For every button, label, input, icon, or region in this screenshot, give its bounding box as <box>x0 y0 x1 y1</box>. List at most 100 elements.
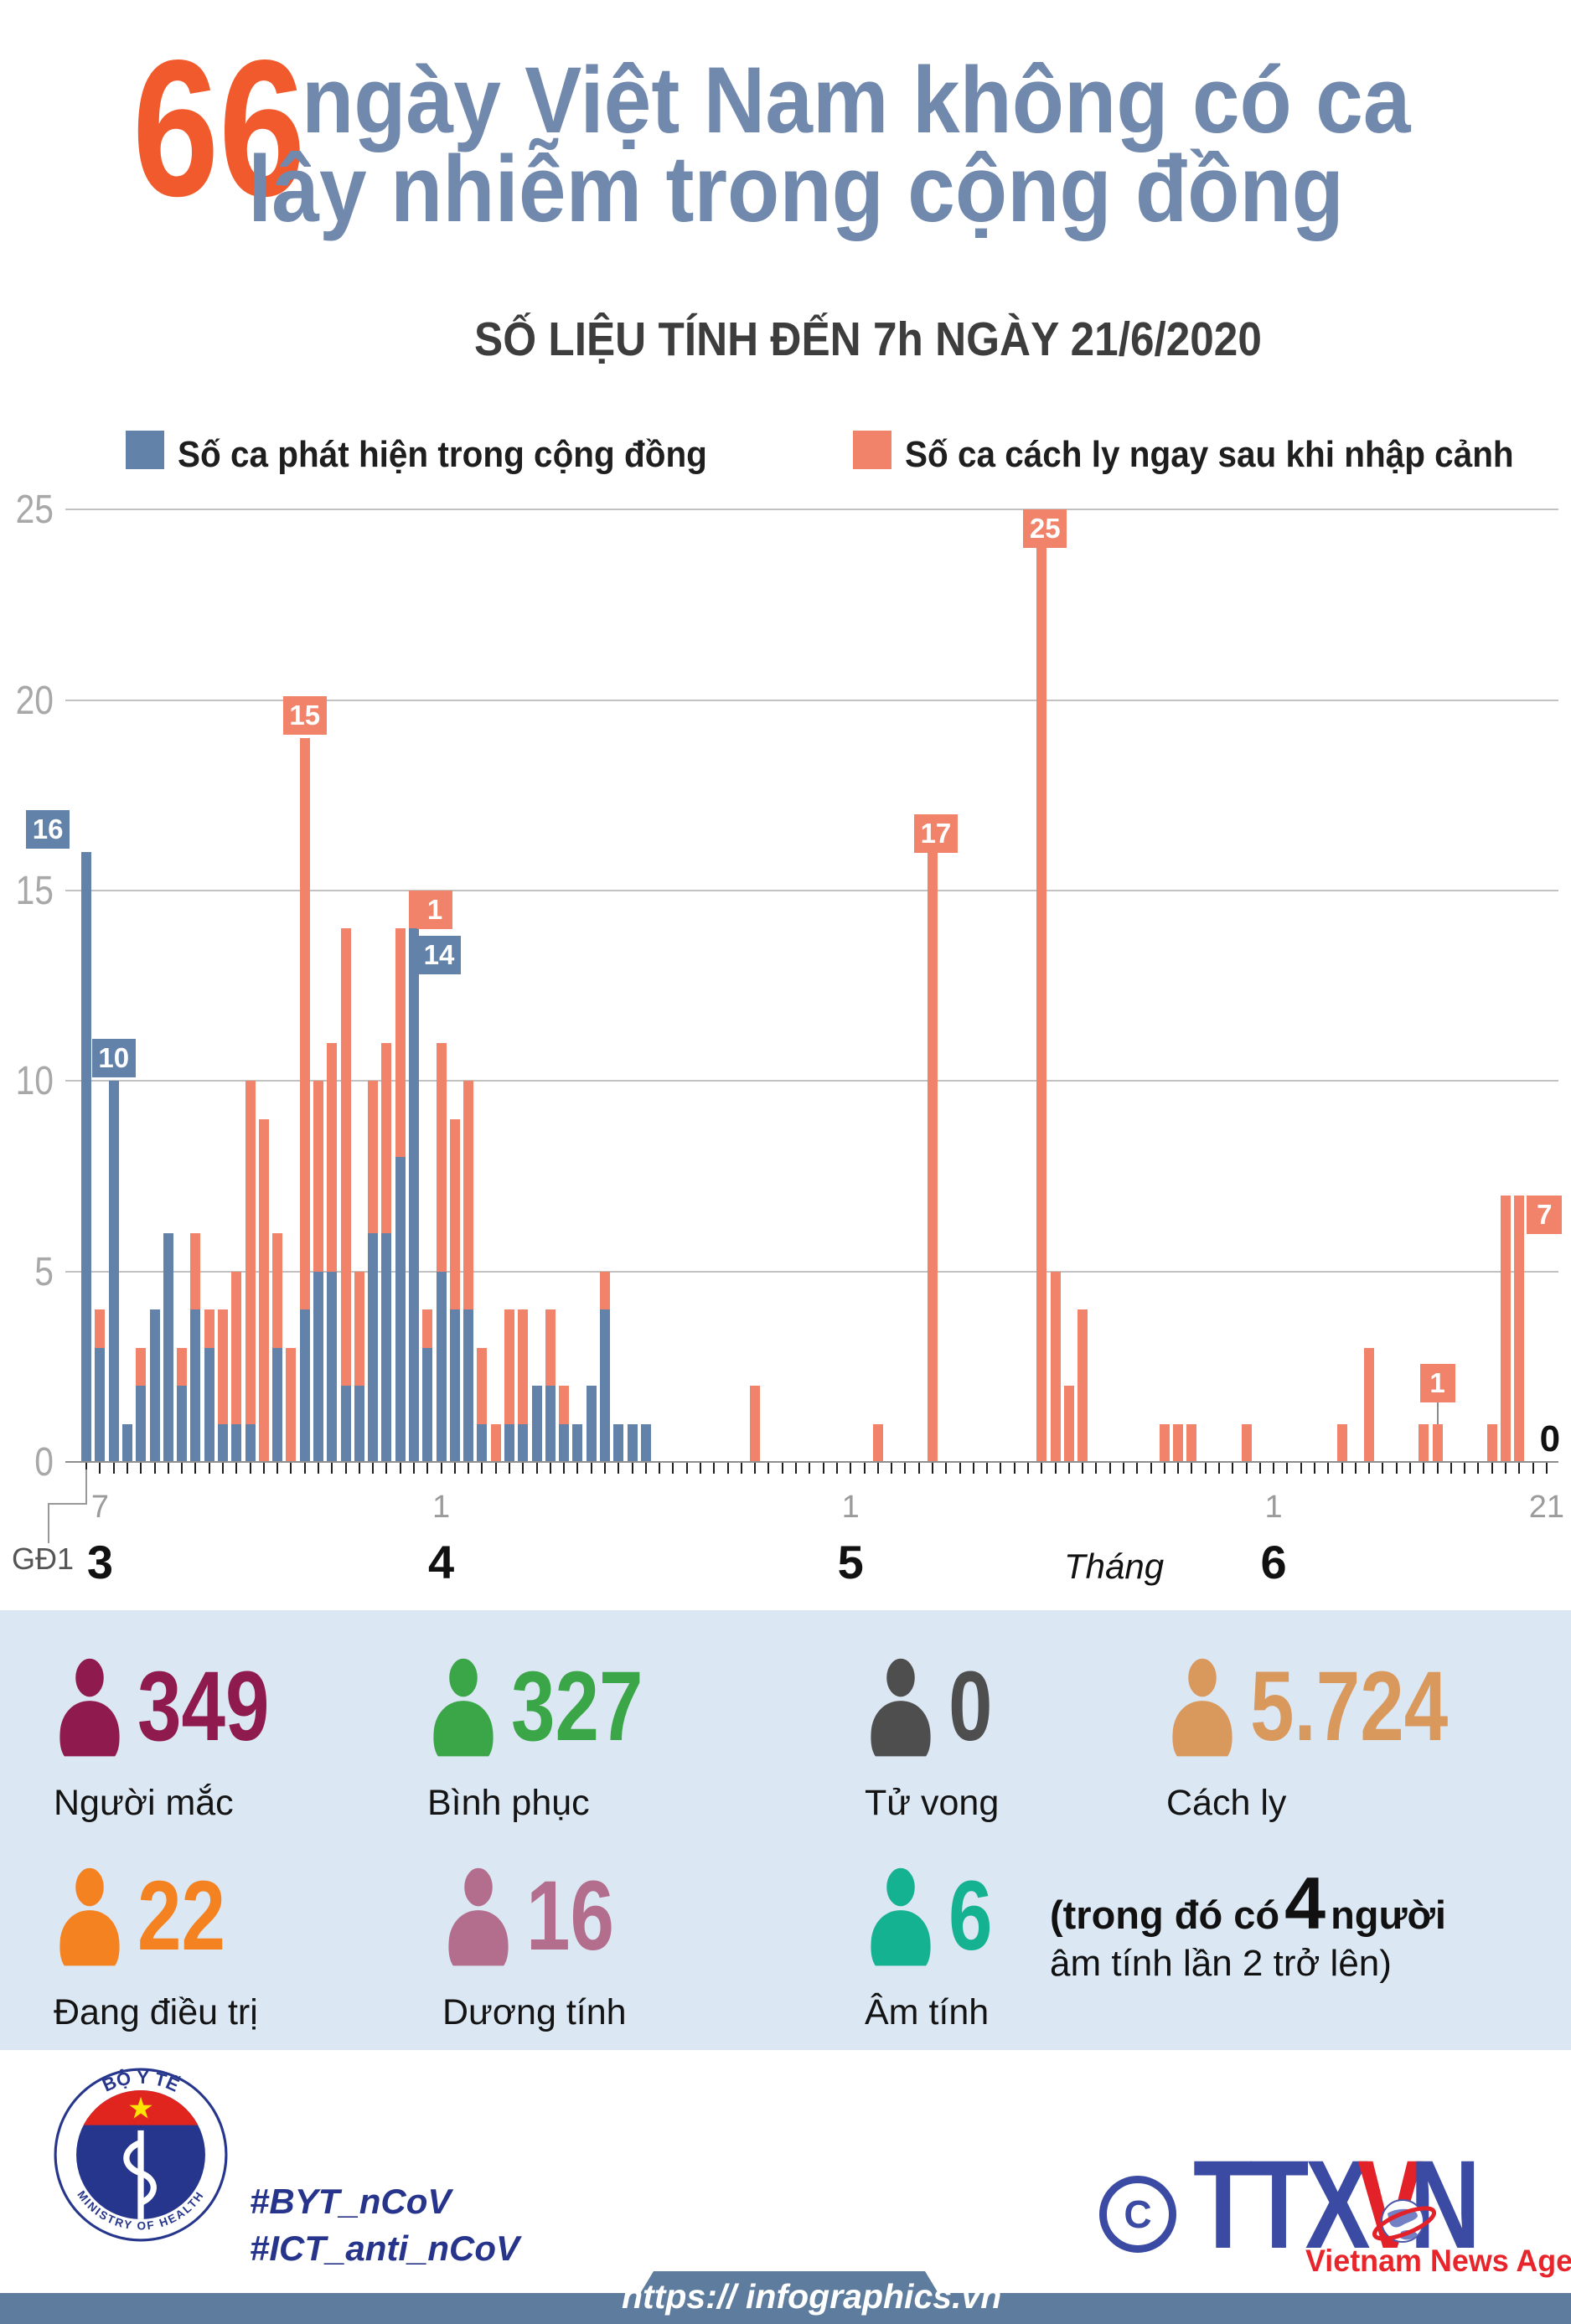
axis-tick <box>904 1463 907 1474</box>
axis-tick <box>767 1463 770 1474</box>
stat-value: 16 <box>526 1860 615 1971</box>
bar-value-label: 15 <box>282 696 327 736</box>
axis-tick <box>1095 1463 1098 1474</box>
bar-community-30/3 <box>409 928 420 1462</box>
bar-community-3/4 <box>463 1309 474 1462</box>
bar-value-label: 1 <box>1419 1363 1455 1402</box>
bar-value-label: 16 <box>26 810 70 850</box>
gridline-25 <box>65 509 1558 511</box>
label-connector <box>1436 1402 1439 1424</box>
bar-community-15/4 <box>627 1423 638 1462</box>
bar-community-14/4 <box>613 1423 624 1462</box>
axis-tick <box>1286 1463 1289 1474</box>
axis-tick <box>453 1463 456 1474</box>
bar-community-9/3 <box>122 1423 132 1462</box>
bar-imported-12/6 <box>1419 1423 1429 1462</box>
axis-tick <box>358 1463 360 1474</box>
bar-community-31/3 <box>422 1347 433 1462</box>
stat-label: Âm tính <box>865 1992 990 2032</box>
axis-tick <box>468 1463 470 1474</box>
axis-tick <box>331 1463 333 1474</box>
axis-tick <box>194 1463 197 1474</box>
negative-note: (trong đó có 4 người âm tính lần 2 trở l… <box>1050 1866 1446 1985</box>
axis-tick <box>917 1463 920 1474</box>
axis-tick <box>1300 1463 1302 1474</box>
stat-value: 5.724 <box>1250 1650 1449 1762</box>
bar-community-24/3 <box>327 1271 338 1462</box>
bar-imported-24/3 <box>327 1042 338 1272</box>
axis-tick <box>208 1463 210 1474</box>
bar-community-13/4 <box>600 1309 611 1462</box>
bar-imported-10/4 <box>559 1386 570 1424</box>
subtitle: SỐ LIỆU TÍNH ĐẾN 7h NGÀY 21/6/2020 <box>474 312 1262 366</box>
axis-tick <box>672 1463 674 1474</box>
axis-tick <box>522 1463 525 1474</box>
axis-tick <box>344 1463 347 1474</box>
bar-imported-13/6 <box>1432 1423 1443 1462</box>
axis-tick <box>1327 1463 1330 1474</box>
bar-imported-6/4 <box>504 1309 515 1424</box>
bar-value-label: 7 <box>1527 1195 1563 1234</box>
phase1-label: GĐ1 <box>12 1542 75 1576</box>
axis-tick <box>112 1463 115 1474</box>
page-title-line2: lây nhiễm trong cộng đồng <box>248 137 1344 241</box>
bar-value-label: 17 <box>913 814 958 853</box>
stat-label: Dương tính <box>442 1992 627 2032</box>
axis-tick <box>1395 1463 1398 1474</box>
hashtag-ict: #ICT_anti_nCoV <box>250 2228 520 2268</box>
bar-imported-14/3 <box>190 1233 201 1310</box>
bar-community-1/4 <box>436 1271 447 1462</box>
axis-tick <box>945 1463 948 1474</box>
axis-tick <box>1054 1463 1057 1474</box>
bar-community-8/3 <box>108 1081 119 1462</box>
axis-tick <box>303 1463 306 1474</box>
copyright-icon: C <box>1099 2176 1176 2253</box>
axis-tick <box>1504 1463 1506 1474</box>
y-axis-label-10: 10 <box>15 1059 54 1104</box>
axis-tick <box>249 1463 251 1474</box>
axis-tick <box>1082 1463 1084 1474</box>
axis-tick <box>481 1463 483 1474</box>
bar-community-14/3 <box>190 1309 201 1462</box>
bar-imported-17/5 <box>1063 1386 1074 1462</box>
axis-tick <box>740 1463 742 1474</box>
axis-tick <box>713 1463 716 1474</box>
hashtag-byt: #BYT_nCoV <box>250 2182 452 2221</box>
axis-tick <box>440 1463 442 1474</box>
axis-tick <box>1245 1463 1248 1474</box>
axis-tick <box>1000 1463 1002 1474</box>
axis-tick <box>1436 1463 1439 1474</box>
bar-community-12/3 <box>163 1233 173 1462</box>
ttxvn-ttx: TTX <box>1193 2134 1371 2275</box>
bar-imported-24/5 <box>1159 1423 1170 1462</box>
stat-label: Người mắc <box>54 1783 234 1823</box>
ttxvn-n: N <box>1409 2134 1481 2275</box>
axis-tick <box>1177 1463 1180 1474</box>
headline-number: 66 <box>132 20 306 237</box>
bar-imported-15/5 <box>1036 509 1047 1462</box>
stat-card-deaths: 0 Tử vong <box>865 1649 1004 1824</box>
bar-imported-29/3 <box>395 928 406 1158</box>
bar-community-8/4 <box>531 1386 542 1462</box>
bar-imported-30/3 <box>409 890 420 929</box>
y-axis-label-5: 5 <box>34 1249 54 1294</box>
bar-community-27/3 <box>368 1233 379 1462</box>
legend-label-community: Số ca phát hiện trong cộng đồng <box>178 434 707 475</box>
y-axis-label-0: 0 <box>34 1440 54 1485</box>
bar-community-29/3 <box>395 1157 406 1462</box>
bar-community-18/3 <box>245 1423 256 1462</box>
bar-value-label: 25 <box>1023 509 1067 549</box>
bar-community-26/3 <box>354 1386 364 1462</box>
bar-imported-10/3 <box>136 1347 147 1387</box>
month-label-4: 4 <box>428 1536 455 1588</box>
stat-value: 6 <box>948 1860 993 1971</box>
axis-tick <box>535 1463 538 1474</box>
bar-imported-22/3 <box>299 738 310 1310</box>
bar-imported-21/3 <box>286 1347 297 1462</box>
stat-card-in-treatment: 22 Đang điều trị <box>54 1858 258 2033</box>
note-line2: âm tính lần 2 trở lên) <box>1050 1943 1392 1984</box>
bar-imported-4/4 <box>477 1347 488 1424</box>
axis-tick <box>399 1463 401 1474</box>
axis-tick <box>1313 1463 1315 1474</box>
